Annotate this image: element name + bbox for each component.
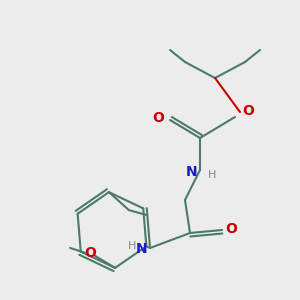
Text: O: O xyxy=(84,246,96,260)
Text: H: H xyxy=(128,241,136,251)
Text: O: O xyxy=(225,222,237,236)
Text: N: N xyxy=(185,165,197,179)
Text: O: O xyxy=(152,111,164,125)
Text: O: O xyxy=(242,104,254,118)
Text: H: H xyxy=(208,170,216,180)
Text: N: N xyxy=(135,242,147,256)
